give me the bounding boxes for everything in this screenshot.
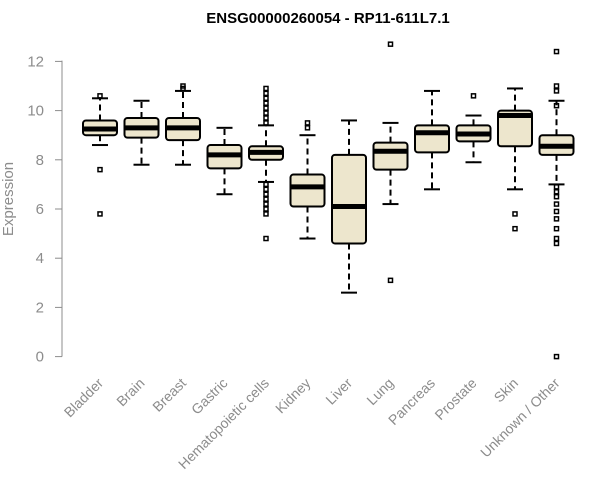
outlier-point-9	[263, 186, 269, 193]
x-tick-label-2: Breast	[149, 375, 189, 415]
y-tick-label-1: 2	[36, 299, 44, 316]
outlier-point-14	[263, 211, 269, 217]
box-11	[538, 48, 575, 360]
outlier-point-2	[97, 211, 103, 217]
outlier-point-11	[263, 196, 269, 202]
outlier-point-3	[553, 102, 560, 109]
x-tick-label-0: Bladder	[61, 375, 107, 421]
y-tick-label-3: 6	[36, 201, 44, 218]
outlier-point-4	[263, 105, 269, 111]
outlier-point-7	[553, 201, 560, 207]
box-rect	[331, 153, 367, 245]
outlier-point-1	[387, 277, 394, 284]
outlier-point-5	[263, 110, 269, 116]
outlier-point-0	[470, 93, 477, 99]
outlier-point-10	[263, 191, 269, 197]
outlier-point-0	[387, 41, 394, 47]
outlier-point-5	[553, 189, 560, 195]
x-tick-label-1: Brain	[113, 375, 147, 409]
outlier-point-0	[512, 211, 518, 217]
y-axis-ticks: 0 2 4 6 8 10 12	[27, 53, 62, 366]
box-8	[414, 89, 450, 191]
x-tick-label-10: Skin	[491, 375, 522, 406]
chart-title: ENSG00000260054 - RP11-611L7.1	[206, 10, 450, 27]
outlier-point-6	[263, 115, 269, 121]
box-3	[206, 126, 243, 196]
outlier-point-7	[263, 120, 269, 126]
x-tick-label-6: Liver	[322, 375, 355, 408]
outlier-point-1	[97, 166, 103, 173]
y-axis-label: Expression	[0, 162, 17, 236]
outlier-point-0	[263, 85, 269, 92]
outlier-point-8	[553, 208, 560, 215]
box-5	[289, 120, 326, 240]
box-rect	[414, 124, 450, 154]
box-4	[248, 85, 284, 242]
outlier-point-0	[304, 120, 311, 126]
outlier-point-1	[180, 85, 186, 92]
outlier-point-1	[304, 125, 311, 131]
x-tick-label-9: Prostate	[431, 375, 479, 423]
outlier-point-11	[553, 235, 560, 242]
box-0	[82, 93, 118, 217]
outlier-point-12	[553, 240, 560, 247]
box-6	[331, 119, 367, 294]
outlier-point-1	[263, 90, 269, 97]
y-tick-label-6: 12	[27, 53, 44, 70]
y-tick-label-4: 8	[36, 152, 44, 169]
outlier-point-6	[553, 193, 560, 200]
outlier-point-0	[553, 48, 560, 55]
outlier-point-4	[553, 184, 560, 190]
outlier-point-10	[553, 225, 560, 232]
x-tick-label-11: Unknown / Other	[477, 375, 563, 461]
outlier-point-13	[263, 206, 269, 212]
box-9	[455, 93, 492, 164]
x-tick-label-7: Lung	[363, 375, 396, 408]
outlier-point-8	[263, 181, 269, 188]
outlier-point-1	[553, 83, 560, 89]
box-7	[372, 41, 409, 284]
outlier-point-3	[263, 100, 269, 106]
y-tick-label-5: 10	[27, 103, 44, 120]
box-rect	[372, 141, 409, 171]
outlier-point-15	[263, 235, 269, 242]
box-1	[123, 99, 160, 166]
box-rect	[289, 173, 326, 208]
outlier-point-12	[263, 201, 269, 207]
box-group	[82, 41, 575, 360]
outlier-point-1	[512, 225, 518, 232]
y-tick-label-2: 4	[36, 250, 44, 267]
y-tick-label-0: 0	[36, 349, 44, 366]
outlier-point-2	[263, 95, 269, 102]
box-rect	[497, 109, 533, 148]
x-tick-label-5: Kidney	[272, 375, 314, 417]
outlier-point-13	[553, 353, 560, 360]
outlier-point-0	[97, 93, 103, 99]
box-2	[165, 83, 201, 166]
outlier-point-2	[553, 88, 560, 94]
outlier-point-9	[553, 216, 560, 222]
box-10	[497, 87, 533, 232]
